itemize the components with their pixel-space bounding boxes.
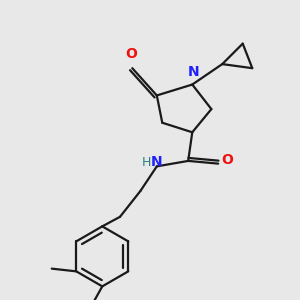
Text: N: N	[151, 155, 163, 169]
Text: H: H	[142, 156, 152, 169]
Text: O: O	[125, 47, 137, 61]
Text: N: N	[188, 65, 200, 79]
Text: O: O	[221, 152, 233, 167]
